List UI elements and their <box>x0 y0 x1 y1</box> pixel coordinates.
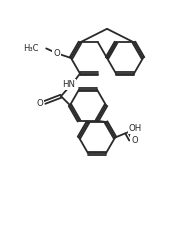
Text: O: O <box>53 49 60 58</box>
Text: O: O <box>36 99 43 108</box>
Text: HN: HN <box>62 80 75 89</box>
Text: O: O <box>131 136 138 145</box>
Text: H₃C: H₃C <box>23 44 38 53</box>
Text: OH: OH <box>129 124 142 133</box>
